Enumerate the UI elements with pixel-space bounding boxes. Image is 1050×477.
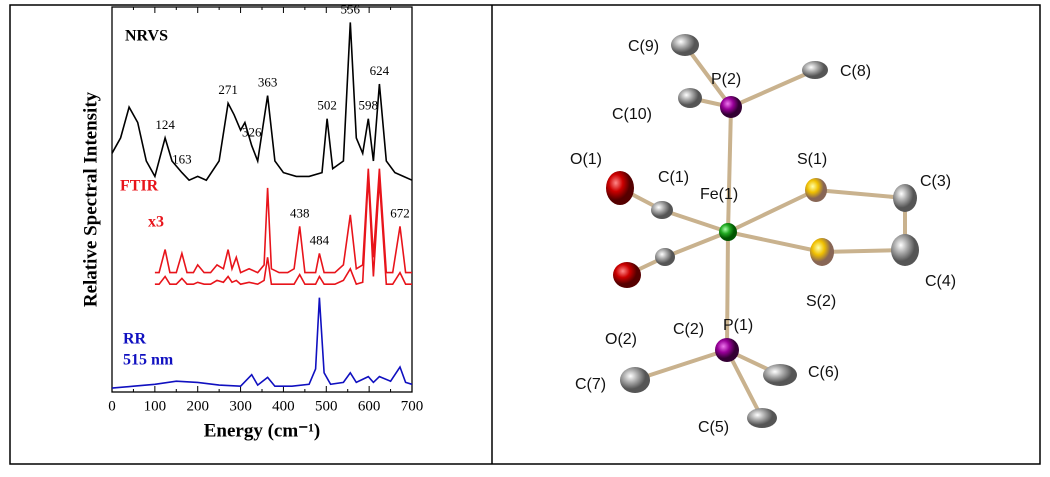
bond: [729, 68, 817, 109]
outer-frame: [9, 4, 1041, 465]
molecule-structure: C(9) P(2) C(8) C(10) O(1) C(1) Fe(1) S(1…: [570, 34, 956, 436]
bond: [726, 105, 733, 234]
atom: [606, 171, 634, 205]
atom: [802, 61, 828, 79]
series-note: x3: [148, 214, 164, 231]
peak-label: 326: [242, 125, 262, 140]
peak-label: 556: [341, 1, 361, 16]
atom-label: C(4): [925, 273, 956, 290]
x-tick-label: 600: [358, 398, 381, 414]
bond: [725, 348, 764, 420]
series-label: RR: [123, 331, 147, 348]
series-line: [111, 22, 413, 182]
atom-label: S(1): [797, 151, 827, 168]
atom-label: C(2): [673, 321, 704, 338]
atom: [720, 96, 742, 118]
peak-label: 502: [317, 98, 337, 113]
x-tick-label: 400: [272, 398, 295, 414]
atom: [671, 34, 699, 56]
atom-label: O(1): [570, 151, 602, 168]
atom-label: C(8): [840, 63, 871, 80]
atom: [620, 367, 650, 393]
atom-label: C(7): [575, 376, 606, 393]
peak-label: 624: [370, 63, 390, 78]
spectra-chart: 0 100 200 300 400 500 600 700 Energy (cm⁻¹) Relat…: [80, 1, 423, 441]
atom: [747, 408, 777, 428]
x-tick-label: 0: [108, 398, 116, 414]
atom-label: C(9): [628, 38, 659, 55]
atom: [763, 364, 797, 386]
bond: [660, 208, 730, 234]
peak-label: 598: [359, 98, 379, 113]
y-axis-label: Relative Spectral Intensity: [80, 91, 101, 307]
atom-label: C(3): [920, 173, 951, 190]
series-label: NRVS: [125, 28, 168, 45]
peak-label: 163: [172, 152, 192, 167]
bond: [725, 230, 730, 352]
atom: [715, 338, 739, 362]
atom: [891, 234, 919, 266]
atom: [678, 88, 702, 108]
atom-label: C(6): [808, 364, 839, 381]
bond: [633, 348, 729, 382]
atom-label: Fe(1): [700, 186, 738, 203]
peak-label: 363: [258, 75, 278, 90]
series-line: [111, 297, 413, 389]
x-tick-label: 300: [229, 398, 252, 414]
bond: [663, 230, 730, 259]
atom: [719, 223, 737, 241]
series-note: 515 nm: [123, 352, 174, 369]
x-tick-label: 100: [144, 398, 167, 414]
x-axis-label: Energy (cm⁻¹): [204, 420, 321, 441]
atom: [810, 238, 834, 266]
x-tick-label: 500: [315, 398, 338, 414]
atoms: [606, 34, 919, 428]
peak-label: 438: [290, 205, 310, 220]
bond: [726, 230, 824, 254]
peak-label: 672: [390, 205, 410, 220]
bond: [683, 43, 733, 109]
peak-label: 271: [218, 82, 238, 97]
atom-label: C(1): [658, 169, 689, 186]
x-tick-label: 200: [186, 398, 209, 414]
atom-label: O(2): [605, 331, 637, 348]
series-line: [154, 176, 412, 286]
bond: [814, 188, 907, 200]
atom: [651, 201, 673, 219]
atom-label: C(5): [698, 419, 729, 436]
peak-label: 484: [310, 232, 330, 247]
bond: [726, 188, 818, 234]
atom: [893, 184, 917, 212]
atom: [613, 262, 641, 288]
atom: [805, 178, 827, 202]
atom-label: P(1): [723, 317, 753, 334]
series-line: [154, 168, 412, 274]
atom-label: S(2): [806, 293, 836, 310]
atom-label: C(10): [612, 106, 652, 123]
atom-labels: C(9) P(2) C(8) C(10) O(1) C(1) Fe(1) S(1…: [570, 38, 956, 436]
series-label: FTIR: [120, 178, 159, 195]
atom: [655, 248, 675, 266]
peak-label: 124: [155, 117, 175, 132]
atom-label: P(2): [711, 71, 741, 88]
x-tick-label: 700: [401, 398, 424, 414]
bonds: [618, 43, 907, 420]
